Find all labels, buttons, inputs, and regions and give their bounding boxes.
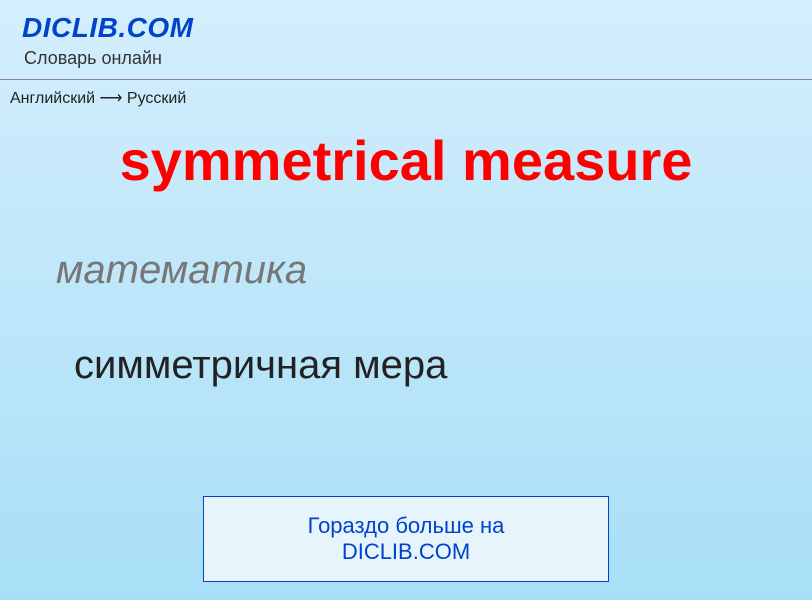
site-subtitle: Словарь онлайн bbox=[0, 44, 812, 69]
category-label: математика bbox=[0, 193, 812, 293]
cta-box[interactable]: Гораздо больше на DICLIB.COM bbox=[203, 496, 609, 582]
breadcrumb: Английский ⟶ Русский bbox=[0, 80, 812, 108]
cta-text: Гораздо больше на DICLIB.COM bbox=[308, 513, 505, 564]
translation-text: симметричная мера bbox=[0, 293, 812, 388]
site-title[interactable]: DICLIB.COM bbox=[0, 0, 812, 44]
main-term: symmetrical measure bbox=[0, 108, 812, 193]
